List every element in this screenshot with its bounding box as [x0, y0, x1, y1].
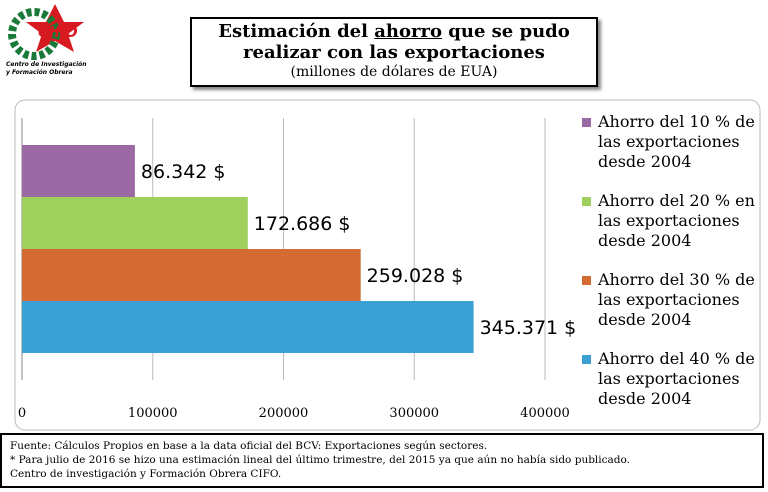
- logo-name: CIFO: [38, 23, 78, 41]
- legend-item: Ahorro del 10 % de las exportaciones des…: [582, 112, 768, 172]
- x-tick-label: 300000: [389, 406, 439, 421]
- logo-subtitle: Centro de Investigación: [6, 61, 87, 68]
- bar: [22, 301, 474, 353]
- bar: [22, 249, 361, 301]
- title: Estimación del: [218, 21, 368, 42]
- logo-subtitle: y Formación Obrera: [6, 69, 73, 76]
- footer-line: * Para julio de 2016 se hizo una estimac…: [10, 454, 630, 466]
- legend-label: Ahorro del 40 % de las exportaciones des…: [598, 349, 755, 408]
- legend-label: Ahorro del 30 % de las exportaciones des…: [598, 270, 755, 329]
- legend-item: Ahorro del 20 % en las exportaciones des…: [582, 191, 768, 251]
- value-label: 259.028 $: [367, 265, 464, 287]
- title-emphasis: ahorro: [374, 21, 442, 42]
- logo-gear: [8, 8, 60, 60]
- title-box: Estimación del ahorro que se pudo realiz…: [190, 17, 598, 87]
- x-tick-label: 100000: [128, 406, 178, 421]
- legend-swatch: [582, 197, 591, 206]
- x-tick-label: 0: [18, 406, 26, 421]
- value-label: 345.371 $: [480, 317, 577, 339]
- value-label: 86.342 $: [141, 161, 226, 183]
- bar: [22, 197, 248, 249]
- bar: [22, 145, 135, 197]
- legend-item: Ahorro del 30 % de las exportaciones des…: [582, 270, 768, 330]
- legend-swatch: [582, 355, 591, 364]
- value-label: 172.686 $: [254, 213, 351, 235]
- legend-swatch: [582, 118, 591, 127]
- x-tick-label: 400000: [520, 406, 570, 421]
- x-tick-label: 200000: [259, 406, 309, 421]
- legend-label: Ahorro del 20 % en las exportaciones des…: [598, 191, 755, 250]
- subtitle: (millones de dólares de EUA): [290, 64, 498, 80]
- footer: Fuente: Cálculos Propios en base a la da…: [0, 433, 764, 488]
- footer-line: Centro de investigación y Formación Obre…: [10, 468, 282, 480]
- legend-swatch: [582, 276, 591, 285]
- title: que se pudo realizar con las exportacion…: [243, 21, 570, 63]
- legend-label: Ahorro del 10 % de las exportaciones des…: [598, 112, 755, 171]
- footer-line: Fuente: Cálculos Propios en base a la da…: [10, 440, 488, 452]
- legend-item: Ahorro del 40 % de las exportaciones des…: [582, 349, 768, 409]
